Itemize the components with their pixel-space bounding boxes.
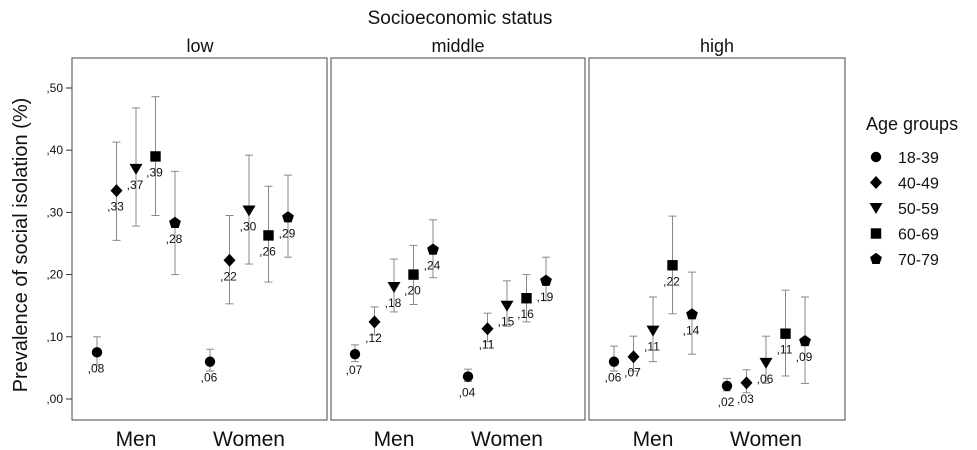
- legend-item-label: 50-59: [898, 201, 939, 218]
- y-tick-label: ,50: [46, 81, 63, 95]
- marker-pentagon: [427, 243, 439, 255]
- panel-title: middle: [431, 36, 484, 56]
- data-label: ,26: [259, 244, 276, 258]
- data-label: ,11: [644, 340, 660, 354]
- panel-frame: [588, 57, 846, 421]
- data-label: ,06: [201, 371, 218, 385]
- y-tick-label: ,40: [46, 143, 63, 157]
- data-label: ,28: [166, 232, 183, 246]
- panel-low: low Men ,08 ,33,37,39 ,28 Women ,06 ,22 ,30,26,2…: [71, 36, 328, 450]
- marker-circle: [870, 151, 882, 163]
- y-tick-label: ,10: [46, 330, 63, 344]
- data-label: ,11: [479, 338, 495, 352]
- x-category-label: Women: [730, 428, 802, 450]
- data-label: ,08: [88, 361, 105, 375]
- data-label: ,19: [537, 290, 554, 304]
- chart-title: Socioeconomic status: [368, 8, 553, 29]
- data-label: ,06: [757, 372, 774, 386]
- data-label: ,04: [459, 386, 476, 400]
- data-label: ,39: [146, 165, 163, 179]
- marker-triangle-down: [387, 282, 401, 294]
- legend-item-label: 40-49: [898, 176, 939, 193]
- marker-diamond: [870, 176, 882, 189]
- legend-item-label: 70-79: [898, 252, 939, 269]
- marker-circle: [349, 349, 361, 360]
- data-label: ,16: [517, 307, 534, 321]
- data-label: ,12: [365, 331, 382, 345]
- marker-circle: [608, 356, 620, 367]
- data-label: ,29: [279, 226, 296, 240]
- data-label: ,07: [346, 363, 363, 377]
- data-label: ,22: [220, 269, 237, 283]
- marker-diamond: [481, 322, 494, 336]
- marker-circle: [721, 380, 733, 392]
- marker-square: [408, 269, 419, 280]
- marker-diamond: [110, 184, 123, 198]
- marker-triangle-down: [869, 203, 883, 214]
- marker-circle: [204, 356, 216, 367]
- x-category-label: Men: [116, 428, 157, 450]
- marker-pentagon: [870, 252, 882, 265]
- marker-diamond: [740, 376, 753, 390]
- data-label: ,07: [624, 366, 641, 380]
- marker-square: [780, 328, 791, 339]
- marker-triangle-down: [500, 300, 514, 312]
- data-label: ,14: [683, 323, 700, 337]
- panel-frame: [71, 57, 328, 421]
- x-category-label: Men: [633, 428, 674, 450]
- marker-triangle-down: [759, 357, 773, 369]
- marker-circle: [462, 371, 474, 382]
- data-label: ,15: [498, 315, 515, 329]
- legend-item-label: 18-39: [898, 150, 939, 167]
- x-category-label: Women: [213, 428, 285, 450]
- marker-circle: [91, 347, 103, 358]
- data-label: ,30: [240, 220, 257, 234]
- y-tick-label: ,30: [46, 205, 63, 219]
- panel-middle: middleMen,07,12,18,20,24Women,04,11,15,1…: [330, 36, 586, 450]
- marker-square: [667, 260, 678, 271]
- data-label: ,33: [107, 200, 124, 214]
- y-axis-label: Prevalence of social isolation (%): [10, 98, 32, 393]
- data-label: ,22: [663, 274, 680, 288]
- data-label: ,06: [605, 371, 622, 385]
- marker-pentagon: [686, 308, 698, 320]
- data-label: ,18: [385, 296, 402, 310]
- marker-diamond: [368, 315, 381, 329]
- y-tick-label: ,00: [46, 392, 63, 406]
- panel-high: highMen,06,07,11,22,14Women,02,03,06,11,…: [588, 36, 846, 450]
- data-label: ,02: [718, 395, 735, 409]
- y-tick-label: ,20: [46, 268, 63, 282]
- panel-title: high: [700, 36, 734, 56]
- data-label: ,37: [127, 178, 144, 192]
- marker-square: [521, 293, 532, 304]
- marker-triangle-down: [242, 205, 256, 217]
- panel-frame: [330, 57, 586, 421]
- marker-diamond: [627, 350, 640, 364]
- x-category-label: Men: [374, 428, 415, 450]
- marker-pentagon: [282, 211, 294, 223]
- data-label: ,11: [777, 343, 793, 357]
- marker-pentagon: [540, 274, 552, 286]
- legend-title: Age groups: [866, 114, 958, 134]
- marker-pentagon: [799, 334, 811, 347]
- marker-diamond: [223, 253, 236, 267]
- marker-pentagon: [169, 216, 181, 228]
- marker-square: [150, 151, 161, 162]
- x-category-label: Women: [471, 428, 543, 450]
- data-label: ,24: [424, 259, 441, 273]
- data-label: ,03: [737, 392, 754, 406]
- data-label: ,20: [404, 284, 421, 298]
- marker-square: [870, 228, 882, 239]
- panel-title: low: [186, 36, 214, 56]
- legend-item-label: 60-69: [898, 227, 939, 244]
- marker-triangle-down: [646, 325, 660, 337]
- marker-square: [263, 230, 274, 241]
- marker-triangle-down: [129, 163, 143, 175]
- data-label: ,09: [796, 350, 813, 364]
